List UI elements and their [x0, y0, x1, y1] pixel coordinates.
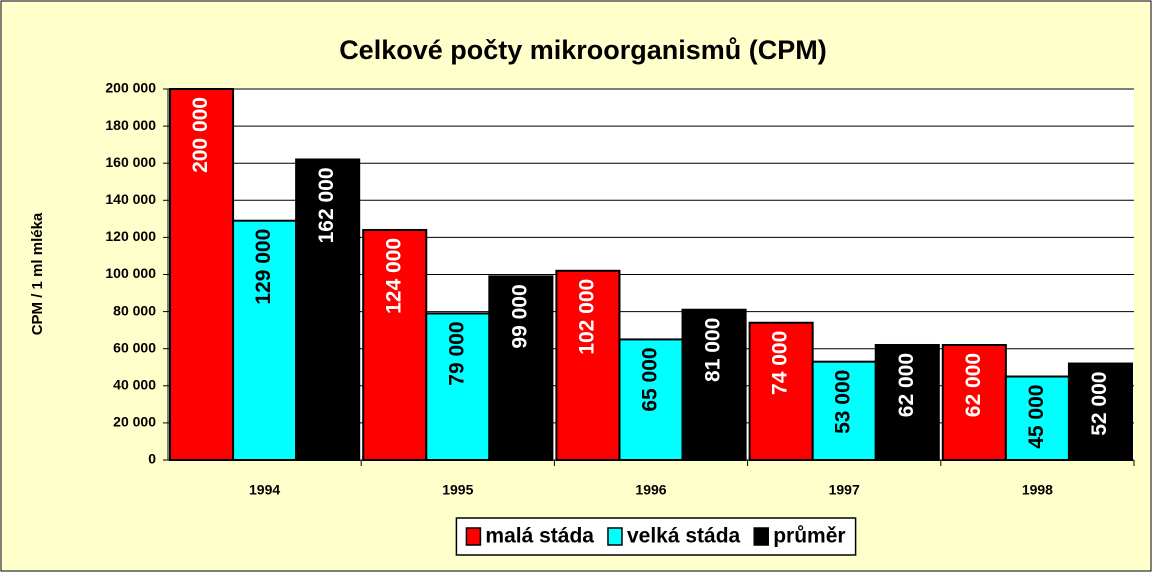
legend-label: velká stáda	[627, 525, 741, 548]
data-label: 62 000	[895, 353, 918, 417]
legend-label: průměr	[773, 525, 845, 548]
bar	[1004, 375, 1070, 461]
legend-swatch	[465, 527, 482, 546]
y-tick-label: 120 000	[105, 228, 156, 244]
chart-title: Celkové počty mikroorganismů (CPM)	[339, 35, 827, 65]
bar	[555, 269, 621, 462]
bar	[295, 158, 361, 462]
data-label: 62 000	[962, 353, 985, 417]
bar	[618, 338, 684, 461]
legend-label: malá stáda	[485, 525, 594, 548]
legend: malá stáda velká stáda průměr	[455, 517, 857, 556]
x-tick-label: 1998	[1022, 482, 1053, 498]
data-label: 124 000	[382, 238, 405, 314]
data-label: 162 000	[315, 167, 338, 243]
bar	[488, 275, 554, 462]
data-label: 81 000	[702, 318, 725, 382]
y-tick-label: 80 000	[113, 302, 156, 318]
y-tick-label: 160 000	[105, 154, 156, 170]
y-tick-label: 60 000	[113, 339, 156, 355]
data-label: 99 000	[508, 284, 531, 348]
legend-swatch	[607, 527, 623, 546]
x-tick-label: 1996	[635, 482, 666, 498]
x-tick-label: 1997	[829, 482, 860, 498]
y-axis-label: CPM / 1 ml mléka	[29, 212, 46, 335]
legend-swatch	[753, 527, 769, 546]
data-label: 45 000	[1025, 385, 1048, 449]
bar	[811, 360, 877, 461]
y-tick-label: 20 000	[113, 414, 156, 430]
bar	[232, 219, 298, 461]
data-label: 52 000	[1088, 372, 1111, 436]
data-label: 53 000	[832, 370, 855, 434]
data-label: 79 000	[445, 321, 468, 385]
data-label: 200 000	[189, 97, 212, 173]
legend-box	[455, 517, 857, 556]
y-tick-label: 200 000	[105, 80, 156, 96]
data-label: 65 000	[639, 347, 662, 411]
bar	[362, 228, 428, 461]
y-tick-label: 140 000	[105, 191, 156, 207]
bar	[1067, 362, 1134, 462]
x-tick-label: 1995	[442, 482, 473, 498]
data-label: 129 000	[252, 229, 275, 305]
bar	[874, 343, 940, 461]
y-tick-label: 180 000	[105, 117, 156, 133]
data-label: 74 000	[769, 331, 792, 395]
y-tick-label: 0	[148, 451, 156, 467]
x-tick-label: 1994	[249, 482, 280, 498]
y-tick-label: 40 000	[113, 377, 156, 393]
bar	[425, 312, 491, 461]
y-tick-label: 100 000	[105, 265, 156, 281]
data-label: 102 000	[575, 279, 598, 355]
bar	[681, 308, 747, 461]
bar	[941, 343, 1007, 461]
